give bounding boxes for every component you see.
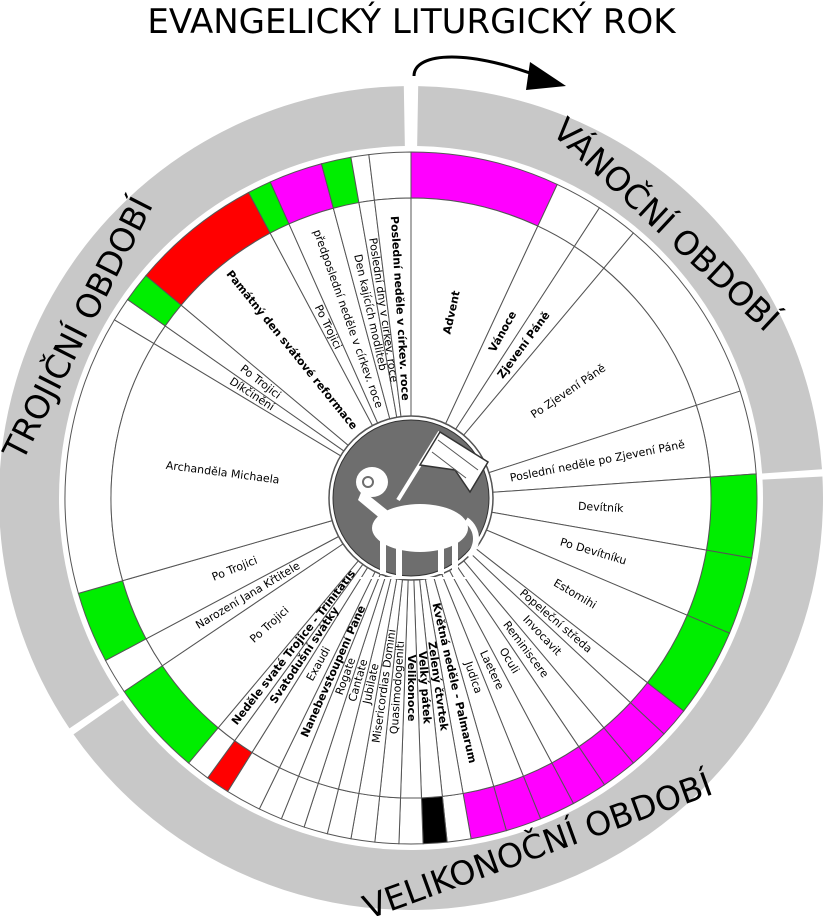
segment-label: Devítník [578, 500, 625, 515]
segment-color-band [368, 151, 412, 201]
season-band-velikonocni [73, 476, 823, 910]
center-medallion [328, 415, 494, 581]
segment-color-band [420, 795, 448, 845]
segment-label: Velikonoce [405, 655, 418, 722]
segment-label: Velký pátek [416, 651, 434, 725]
season-band-vanocni [417, 86, 822, 474]
page-title: EVANGELICKÝ LITURGICKÝ ROK [147, 2, 676, 42]
segment-color-band [705, 473, 758, 559]
direction-arrowhead-icon [526, 62, 566, 90]
segment-color-band [398, 797, 424, 845]
lamb-of-god-icon [356, 430, 490, 579]
season-ring [0, 86, 823, 910]
season-band-trojicni [0, 86, 405, 729]
direction-arrow-icon [412, 55, 549, 82]
center-disc [332, 419, 490, 577]
